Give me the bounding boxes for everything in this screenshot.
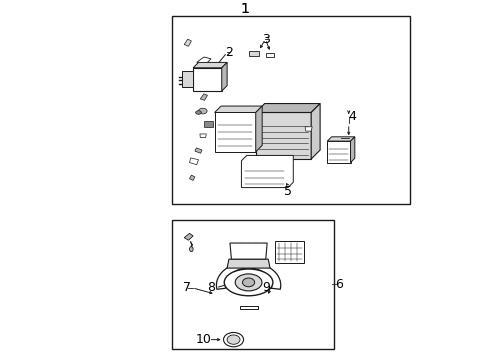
Polygon shape bbox=[195, 148, 202, 153]
Polygon shape bbox=[327, 137, 355, 141]
Text: 4: 4 bbox=[348, 109, 356, 122]
Polygon shape bbox=[200, 134, 206, 138]
Polygon shape bbox=[311, 104, 320, 159]
Polygon shape bbox=[267, 53, 274, 57]
Text: 5: 5 bbox=[284, 185, 292, 198]
Ellipse shape bbox=[196, 111, 201, 114]
Polygon shape bbox=[196, 57, 211, 62]
Polygon shape bbox=[184, 39, 191, 46]
Polygon shape bbox=[256, 104, 320, 112]
Text: 9: 9 bbox=[263, 281, 270, 294]
Polygon shape bbox=[200, 94, 207, 100]
Text: 8: 8 bbox=[207, 281, 215, 294]
Polygon shape bbox=[215, 112, 256, 152]
Polygon shape bbox=[184, 233, 193, 240]
Polygon shape bbox=[256, 112, 311, 159]
Ellipse shape bbox=[224, 269, 273, 296]
Ellipse shape bbox=[198, 108, 207, 114]
Ellipse shape bbox=[227, 335, 240, 344]
Polygon shape bbox=[190, 175, 195, 180]
Bar bbox=[172, 220, 335, 348]
Polygon shape bbox=[248, 51, 259, 56]
Text: 3: 3 bbox=[263, 33, 270, 46]
Ellipse shape bbox=[243, 278, 255, 287]
Text: 1: 1 bbox=[241, 3, 249, 17]
Polygon shape bbox=[230, 243, 267, 259]
Text: 1: 1 bbox=[241, 3, 249, 17]
Polygon shape bbox=[305, 127, 312, 131]
Polygon shape bbox=[327, 141, 350, 163]
Polygon shape bbox=[227, 259, 270, 268]
Polygon shape bbox=[193, 68, 222, 91]
Bar bbox=[172, 16, 410, 204]
Polygon shape bbox=[256, 106, 262, 152]
Ellipse shape bbox=[223, 333, 244, 347]
Polygon shape bbox=[193, 62, 227, 68]
Polygon shape bbox=[204, 121, 213, 127]
Polygon shape bbox=[350, 137, 355, 163]
Polygon shape bbox=[215, 106, 262, 112]
Ellipse shape bbox=[190, 247, 193, 252]
Text: 6: 6 bbox=[335, 278, 343, 291]
Polygon shape bbox=[275, 241, 304, 263]
Polygon shape bbox=[217, 262, 281, 289]
Text: 10: 10 bbox=[196, 333, 212, 346]
Polygon shape bbox=[182, 71, 193, 87]
Ellipse shape bbox=[235, 274, 262, 291]
Text: 7: 7 bbox=[183, 281, 191, 294]
Polygon shape bbox=[190, 158, 198, 165]
Text: 2: 2 bbox=[225, 46, 233, 59]
Polygon shape bbox=[222, 62, 227, 91]
Polygon shape bbox=[240, 306, 258, 309]
Polygon shape bbox=[242, 156, 294, 188]
